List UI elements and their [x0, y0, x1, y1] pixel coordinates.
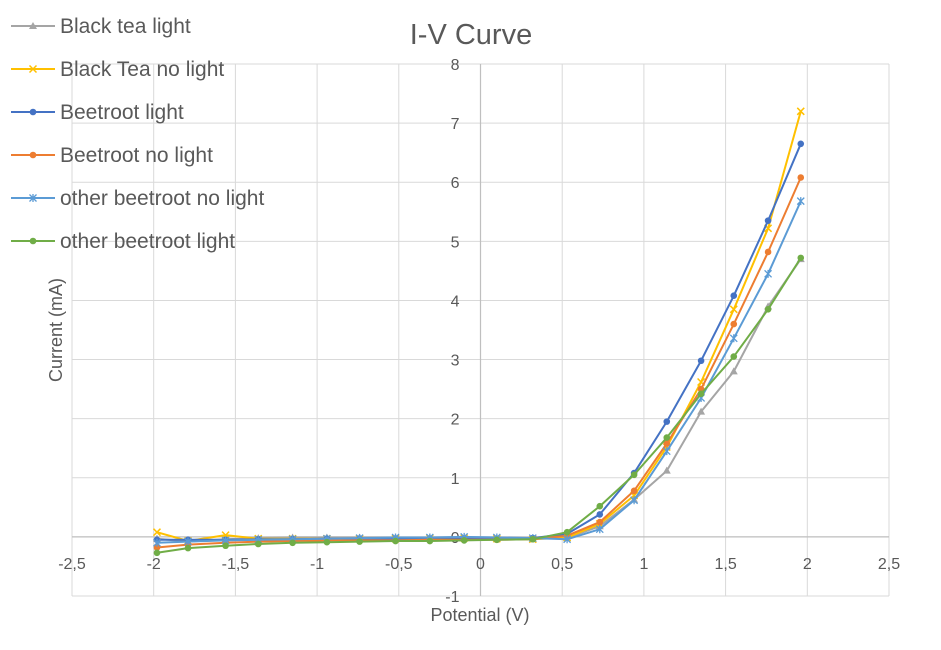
data-point: [630, 471, 638, 479]
data-point: [29, 151, 37, 159]
data-point: [697, 357, 705, 365]
data-point: [729, 334, 738, 343]
data-point: [764, 217, 772, 224]
data-point: [595, 525, 604, 534]
data-point: [796, 197, 805, 206]
data-point: [29, 194, 37, 202]
chart-title: I-V Curve: [410, 19, 532, 51]
data-point: [662, 466, 671, 474]
legend-item: Beetroot no light: [11, 144, 213, 167]
series-line: [156, 257, 802, 554]
data-point: [596, 511, 604, 518]
y-tick-label: 6: [451, 175, 460, 192]
legend-item: Beetroot light: [11, 101, 184, 124]
x-tick-label: -1,5: [222, 556, 250, 573]
x-tick-label: 1: [639, 556, 648, 573]
x-tick-label: -0,5: [385, 556, 413, 573]
legend-label: Beetroot no light: [60, 144, 213, 167]
data-point: [729, 305, 738, 314]
legend-label: Black tea light: [60, 15, 191, 38]
data-point: [426, 537, 434, 545]
data-point: [764, 306, 772, 313]
data-point: [797, 140, 805, 148]
data-point: [29, 108, 37, 116]
data-point: [797, 254, 805, 262]
x-tick-label: -2: [147, 556, 161, 573]
y-tick-label: 7: [451, 116, 460, 133]
data-point: [730, 353, 738, 360]
legend-label: other beetroot no light: [60, 187, 264, 210]
data-point: [184, 544, 192, 552]
data-point: [596, 502, 604, 510]
series-layer: [152, 107, 805, 557]
data-point: [29, 22, 37, 29]
legend: Black tea light Black Tea no light Beetroo…: [11, 15, 264, 253]
data-point: [184, 537, 192, 546]
y-tick-label: 3: [451, 353, 460, 370]
data-point: [289, 539, 296, 547]
y-tick-label: 2: [451, 412, 460, 429]
y-axis-title: Current (mA): [46, 278, 66, 382]
data-point: [663, 418, 671, 425]
data-point: [153, 549, 161, 557]
legend-item: Black Tea no light: [11, 58, 224, 81]
data-point: [254, 540, 262, 548]
data-point: [630, 496, 639, 505]
data-point: [563, 528, 571, 536]
x-tick-label: 1,5: [714, 556, 736, 573]
data-point: [663, 440, 671, 447]
x-tick-label: 0,5: [551, 556, 573, 573]
x-tick-label: -2,5: [58, 556, 86, 573]
series-line: [156, 200, 802, 544]
data-point: [29, 237, 37, 245]
y-tick-label: 5: [451, 234, 460, 251]
data-point: [392, 537, 399, 545]
data-point: [730, 320, 738, 328]
data-point: [152, 528, 161, 537]
legend-item: other beetroot light: [11, 230, 235, 253]
legend-label: other beetroot light: [60, 230, 235, 253]
x-tick-label: 0: [476, 556, 485, 573]
data-point: [28, 64, 38, 74]
data-point: [797, 174, 805, 181]
labels: I-V Curve Potential (V) Current (mA): [46, 19, 532, 625]
data-point: [153, 538, 161, 547]
data-point: [529, 535, 537, 543]
series-6: [153, 254, 805, 557]
x-tick-label: -1: [310, 556, 324, 573]
data-point: [222, 542, 229, 550]
y-tick-label: 1: [451, 471, 460, 488]
data-point: [697, 390, 705, 398]
data-point: [730, 292, 738, 300]
data-point: [323, 538, 331, 546]
data-point: [596, 518, 604, 526]
y-tick-label: 8: [451, 57, 460, 74]
data-point: [356, 538, 363, 545]
legend-item: other beetroot no light: [11, 187, 264, 210]
legend-item: Black tea light: [11, 15, 191, 38]
x-axis-title: Potential (V): [430, 605, 529, 625]
data-point: [563, 535, 572, 544]
data-point: [663, 434, 671, 441]
y-tick-label: -1: [445, 589, 459, 606]
data-point: [729, 367, 738, 375]
legend-label: Black Tea no light: [60, 58, 224, 81]
data-point: [630, 487, 638, 495]
x-tick-label: 2: [803, 556, 812, 573]
data-point: [697, 407, 706, 415]
y-tick-label: 4: [451, 293, 460, 310]
data-point: [153, 544, 161, 551]
data-point: [764, 269, 773, 278]
data-point: [493, 536, 501, 544]
data-point: [796, 107, 805, 116]
x-tick-label: 2,5: [878, 556, 900, 573]
data-point: [662, 447, 671, 456]
legend-label: Beetroot light: [60, 101, 184, 124]
data-point: [460, 537, 468, 544]
data-point: [764, 248, 772, 256]
